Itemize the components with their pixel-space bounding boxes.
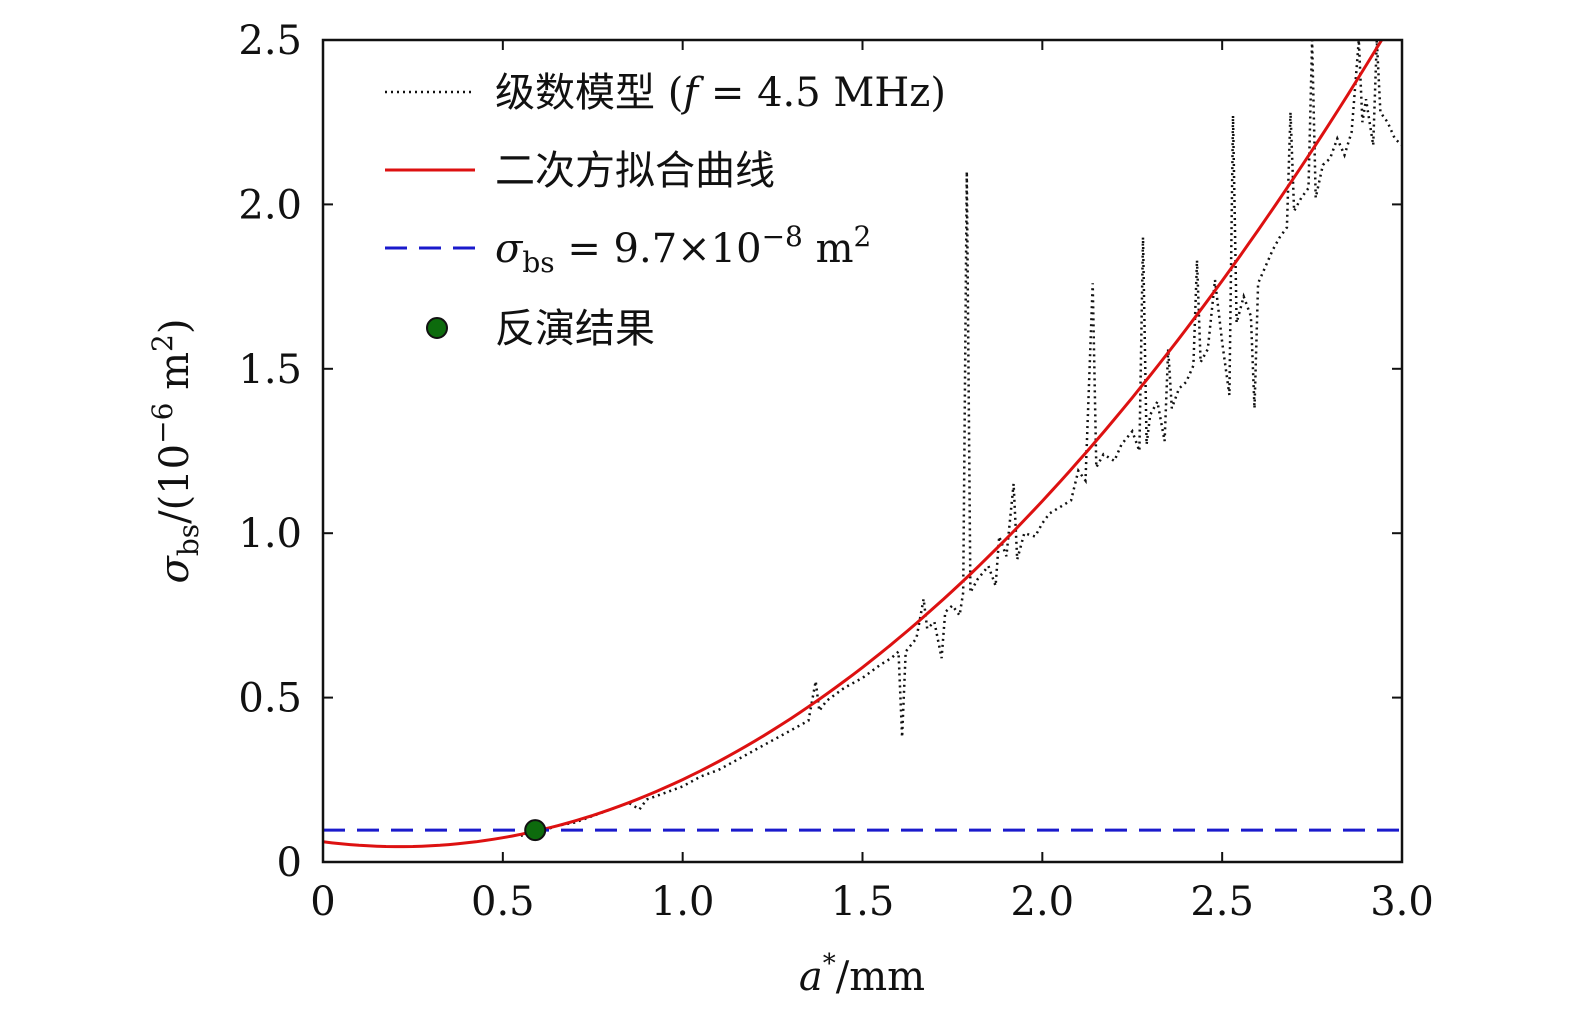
legend-label-inversion-result: 反演结果 [495, 306, 655, 352]
y-tick-label: 2.5 [238, 18, 302, 64]
quadratic-fit-curve [323, 40, 1384, 849]
x-tick-label: 0 [310, 879, 335, 925]
legend: 级数模型 (f = 4.5 MHz) 二次方拟合曲线 σbs = 9.7×10−… [385, 70, 946, 352]
x-tick-label: 1.5 [831, 879, 895, 925]
legend-entry-inversion-result: 反演结果 [426, 306, 655, 352]
x-tick-label: 2.0 [1011, 879, 1075, 925]
plot-series [323, 40, 1402, 849]
x-tick-label: 1.0 [651, 879, 715, 925]
y-axis-ticks: 0 0.5 1.0 1.5 2.0 2.5 [238, 18, 1402, 886]
legend-label-series-model: 级数模型 (f = 4.5 MHz) [495, 70, 946, 116]
y-tick-label: 0.5 [238, 676, 302, 722]
plot-markers [524, 819, 547, 842]
series-model-line [520, 40, 1402, 837]
y-tick-label: 1.0 [238, 511, 302, 557]
plot-frame [321, 38, 1404, 864]
inversion-result-point [524, 819, 547, 842]
legend-entry-quadratic-fit: 二次方拟合曲线 [385, 148, 775, 194]
y-tick-label: 1.5 [238, 347, 302, 393]
y-tick-label: 2.0 [238, 182, 302, 228]
y-tick-label: 0 [277, 840, 302, 886]
x-axis-label: a*/mm [799, 949, 925, 1000]
x-axis-ticks: 0 0.5 1.0 1.5 2.0 2.5 3.0 [310, 40, 1434, 925]
x-tick-label: 0.5 [471, 879, 535, 925]
legend-entry-constant-line: σbs = 9.7×10−8 m2 [385, 220, 871, 279]
legend-label-constant-line: σbs = 9.7×10−8 m2 [495, 220, 871, 279]
legend-swatch-marker [426, 317, 448, 339]
x-tick-label: 2.5 [1190, 879, 1254, 925]
legend-label-quadratic-fit: 二次方拟合曲线 [495, 148, 775, 194]
legend-entry-series-model: 级数模型 (f = 4.5 MHz) [385, 70, 946, 116]
x-tick-label: 3.0 [1370, 879, 1434, 925]
y-axis-label: σbs/(10−6 m2) [146, 319, 205, 584]
